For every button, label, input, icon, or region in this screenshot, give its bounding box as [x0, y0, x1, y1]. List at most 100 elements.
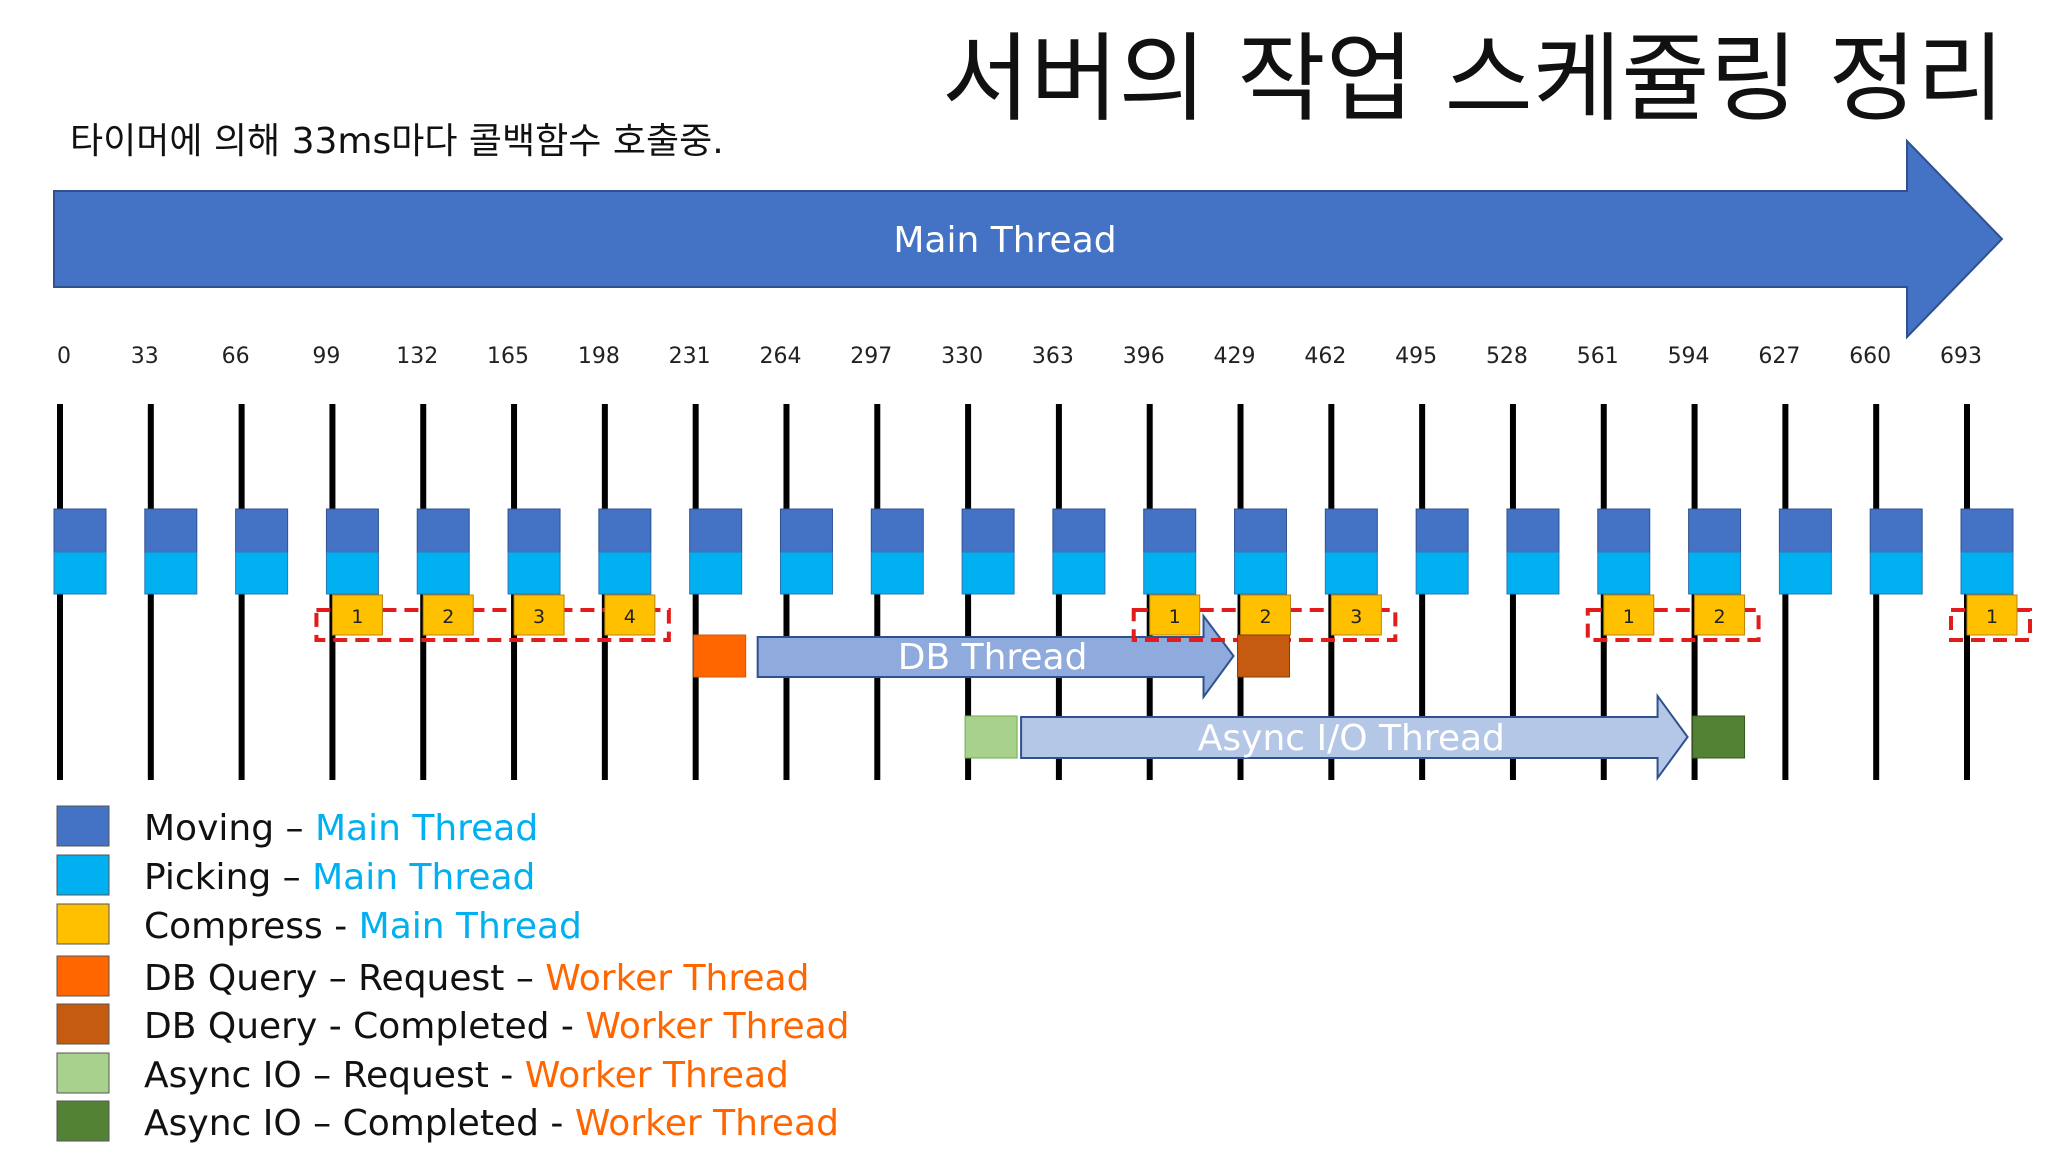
picking-block: [870, 551, 924, 595]
compress-block-label: 2: [442, 606, 454, 628]
legend-label: Async IO – Request - Worker Thread: [144, 1055, 789, 1096]
slide-subtitle: 타이머에 의해 33ms마다 콜백함수 호출중.: [70, 121, 724, 162]
moving-block: [779, 508, 833, 553]
compress-block-label: 3: [533, 606, 545, 628]
legend-label: Picking – Main Thread: [144, 857, 535, 898]
compress-block: [604, 594, 656, 636]
tick-label: 231: [669, 344, 711, 369]
picking-block: [779, 551, 833, 595]
tick-label: 198: [578, 344, 620, 369]
picking-block: [144, 551, 198, 595]
compress-block-label: 3: [1350, 606, 1362, 628]
legend: Moving – Main Thread Picking – Main Threa…: [56, 805, 850, 1144]
compress-block: [422, 594, 474, 636]
moving-block: [1869, 508, 1923, 553]
picking-block: [1597, 551, 1651, 595]
picking-block: [53, 551, 107, 595]
compress-group-outline: [1949, 608, 2032, 642]
picking-block: [1324, 551, 1378, 595]
legend-swatch: [56, 1003, 110, 1045]
legend-swatch: [56, 1052, 110, 1094]
tick-label: 33: [131, 344, 159, 369]
picking-block: [1869, 551, 1923, 595]
compress-group-outline: [1585, 608, 1761, 642]
picking-block: [598, 551, 652, 595]
db-thread-label: DB Thread: [898, 637, 1088, 678]
compress-block: [1149, 594, 1201, 636]
compress-groups: 1 2 3 4 1 2 3 1 2 1: [314, 594, 2032, 642]
db-thread-arrow: [756, 613, 1235, 701]
moving-block: [507, 508, 561, 553]
tick-label: 594: [1668, 344, 1710, 369]
legend-thread: Main Thread: [312, 857, 535, 898]
tick-label: 528: [1486, 344, 1528, 369]
tick-label: 693: [1940, 344, 1982, 369]
compress-group-outline: [314, 608, 671, 642]
tick-label: 627: [1758, 344, 1800, 369]
tick-label: 561: [1577, 344, 1619, 369]
moving-block: [1143, 508, 1197, 553]
slide-title: 서버의 작업 스케쥴링 정리: [942, 23, 2005, 135]
moving-block: [1960, 508, 2014, 553]
moving-block: [1415, 508, 1469, 553]
compress-block: [1603, 594, 1655, 636]
legend-thread: Worker Thread: [525, 1055, 789, 1096]
picking-block: [1778, 551, 1832, 595]
tick-label: 462: [1304, 344, 1346, 369]
picking-block: [1688, 551, 1742, 595]
tick-labels: 0 33 66 99 132 165 198 231 264 297 330 363 396 429 462…: [57, 344, 1982, 369]
picking-block: [1960, 551, 2014, 595]
legend-swatch: [56, 805, 110, 847]
picking-block: [689, 551, 743, 595]
legend-label: Moving – Main Thread: [144, 808, 538, 849]
picking-block: [325, 551, 379, 595]
legend-thread: Main Thread: [359, 906, 582, 947]
moving-block: [1506, 508, 1560, 553]
async-request-block: [964, 715, 1018, 759]
tick-label: 396: [1123, 344, 1165, 369]
tick-label: 132: [396, 344, 438, 369]
compress-block-label: 1: [1169, 606, 1181, 628]
tick-label: 495: [1395, 344, 1437, 369]
moving-block: [416, 508, 470, 553]
tick-label: 0: [57, 344, 71, 369]
picking-block: [1415, 551, 1469, 595]
legend-thread: Worker Thread: [575, 1103, 839, 1144]
compress-block-label: 1: [351, 606, 363, 628]
tick-label: 99: [312, 344, 340, 369]
legend-label: DB Query – Request – Worker Thread: [144, 958, 809, 999]
main-thread-arrow: [53, 138, 2004, 340]
compress-block-label: 2: [1259, 606, 1271, 628]
moving-block: [1688, 508, 1742, 553]
moving-block: [144, 508, 198, 553]
picking-block: [1506, 551, 1560, 595]
tick-label: 264: [759, 344, 801, 369]
legend-thread: Main Thread: [315, 808, 538, 849]
compress-block-label: 4: [624, 606, 636, 628]
legend-thread: Worker Thread: [545, 958, 809, 999]
compress-block: [1966, 594, 2018, 636]
moving-block: [689, 508, 743, 553]
db-request-block: [693, 634, 747, 678]
async-completed-block: [1692, 715, 1746, 759]
moving-block: [870, 508, 924, 553]
moving-block: [961, 508, 1015, 553]
legend-swatch: [56, 903, 110, 945]
main-thread-label: Main Thread: [893, 220, 1116, 261]
picking-block: [507, 551, 561, 595]
picking-block: [961, 551, 1015, 595]
tick-label: 297: [850, 344, 892, 369]
worker-squares: [693, 634, 1746, 759]
moving-block: [1597, 508, 1651, 553]
picking-block: [1052, 551, 1106, 595]
legend-swatch: [56, 1100, 110, 1142]
compress-block-label: 1: [1623, 606, 1635, 628]
callback-blocks: [53, 508, 2014, 595]
picking-block: [1234, 551, 1288, 595]
compress-block: [331, 594, 383, 636]
tick-label: 429: [1214, 344, 1256, 369]
tick-label: 165: [487, 344, 529, 369]
compress-block: [1330, 594, 1382, 636]
legend-label: Compress - Main Thread: [144, 906, 582, 947]
